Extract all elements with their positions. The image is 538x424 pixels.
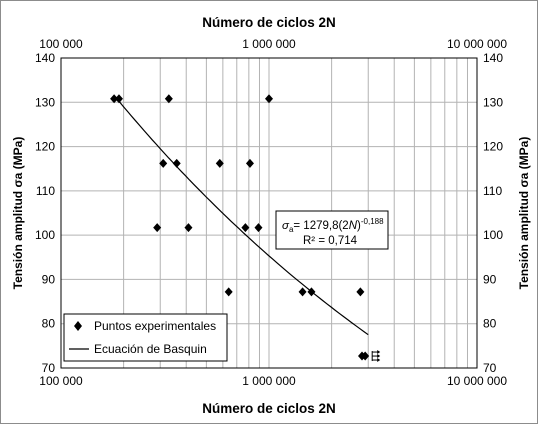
x-axis-title: Número de ciclos 2N — [202, 401, 336, 416]
basquin-curve — [118, 100, 369, 336]
data-point — [241, 223, 250, 233]
runout-arrow-head — [377, 358, 381, 363]
x-tick-label-top: 1 000 000 — [242, 37, 296, 51]
runout-arrow — [371, 350, 381, 363]
x-tick-labels: 100 000 100 000 1 000 000 1 000 000 10 000 0… — [39, 37, 507, 388]
y-tick-label-left: 140 — [35, 51, 55, 65]
y-tick-label-right: 80 — [483, 317, 497, 331]
data-point — [265, 94, 273, 104]
data-point — [215, 158, 224, 168]
data-point — [159, 158, 168, 168]
runout-arrow-head — [377, 354, 381, 359]
y-axis-title-left-text: Tensión amplitud σa (MPa) — [11, 137, 25, 290]
eq-close: ) — [357, 220, 361, 232]
y-tick-label-right: 140 — [483, 51, 503, 65]
y-tick-label-left: 110 — [36, 184, 55, 198]
data-point — [153, 223, 162, 233]
equation-line-1: σa= 1279,8(2N)-0,188 — [282, 217, 384, 234]
y-axis-title-left: Tensión amplitud σa (MPa) — [11, 137, 25, 290]
data-point — [172, 158, 181, 168]
top-axis-title: Número de ciclos 2N — [202, 15, 336, 30]
data-point — [245, 158, 254, 168]
data-point — [184, 223, 193, 233]
data-point — [254, 223, 263, 233]
y-tick-label-right: 90 — [483, 272, 497, 286]
legend-label-points: Puntos experimentales — [94, 319, 216, 333]
legend-box — [63, 313, 228, 362]
data-point — [307, 287, 316, 297]
y-tick-label-left: 70 — [42, 361, 56, 375]
y-tick-label-right: 100 — [483, 228, 503, 242]
eq-n: N — [349, 220, 358, 232]
x-tick-label-top: 100 000 — [39, 37, 83, 51]
x-tick-label-bottom: 100 000 — [39, 374, 83, 388]
plot-area — [60, 57, 478, 369]
grid-lines — [61, 58, 477, 368]
y-tick-label-left: 120 — [35, 140, 55, 154]
x-tick-label-top: 10 000 000 — [447, 37, 507, 51]
top-axis-title-text: Número de ciclos 2N — [202, 15, 336, 30]
data-point — [298, 287, 307, 297]
y-tick-labels: 70 70 80 80 90 90 100 100 110 110 120 120 130 130 140 1… — [35, 51, 503, 375]
x-tick-label-bottom: 10 000 000 — [447, 374, 507, 388]
y-tick-label-right: 110 — [483, 184, 502, 198]
x-axis-title-text: Número de ciclos 2N — [202, 401, 336, 416]
data-points — [110, 94, 381, 363]
y-axis-title-right-text: Tensión amplitud σa (MPa) — [517, 137, 531, 290]
data-point — [164, 94, 173, 104]
y-tick-label-right: 70 — [483, 361, 497, 375]
equation-line-2: R² = 0,714 — [303, 235, 358, 247]
runout-arrow-head — [377, 350, 381, 355]
y-tick-label-left: 90 — [42, 272, 56, 286]
y-tick-label-left: 130 — [35, 95, 55, 109]
eq-sub: a — [289, 225, 294, 234]
data-point — [110, 94, 119, 104]
y-tick-label-left: 100 — [35, 228, 55, 242]
data-point — [224, 287, 233, 297]
legend: Puntos experimentales Ecuación de Basqui… — [63, 313, 228, 362]
eq-exponent: -0,188 — [361, 217, 384, 226]
y-tick-label-left: 80 — [42, 317, 56, 331]
data-point — [114, 94, 123, 104]
data-point — [361, 351, 370, 361]
y-axis-title-right: Tensión amplitud σa (MPa) — [517, 137, 531, 290]
data-point — [356, 287, 365, 297]
equation-box — [275, 210, 389, 250]
y-tick-label-right: 120 — [483, 140, 503, 154]
equation-annotation: σa= 1279,8(2N)-0,188 R² = 0,714 — [275, 210, 389, 250]
x-tick-label-bottom: 1 000 000 — [242, 374, 296, 388]
eq-mid: = 1279,8(2 — [293, 220, 348, 232]
legend-marker-diamond — [74, 321, 82, 331]
legend-label-basquin: Ecuación de Basquin — [94, 342, 207, 356]
y-tick-label-right: 130 — [483, 95, 503, 109]
eq-sigma: σ — [282, 220, 290, 232]
